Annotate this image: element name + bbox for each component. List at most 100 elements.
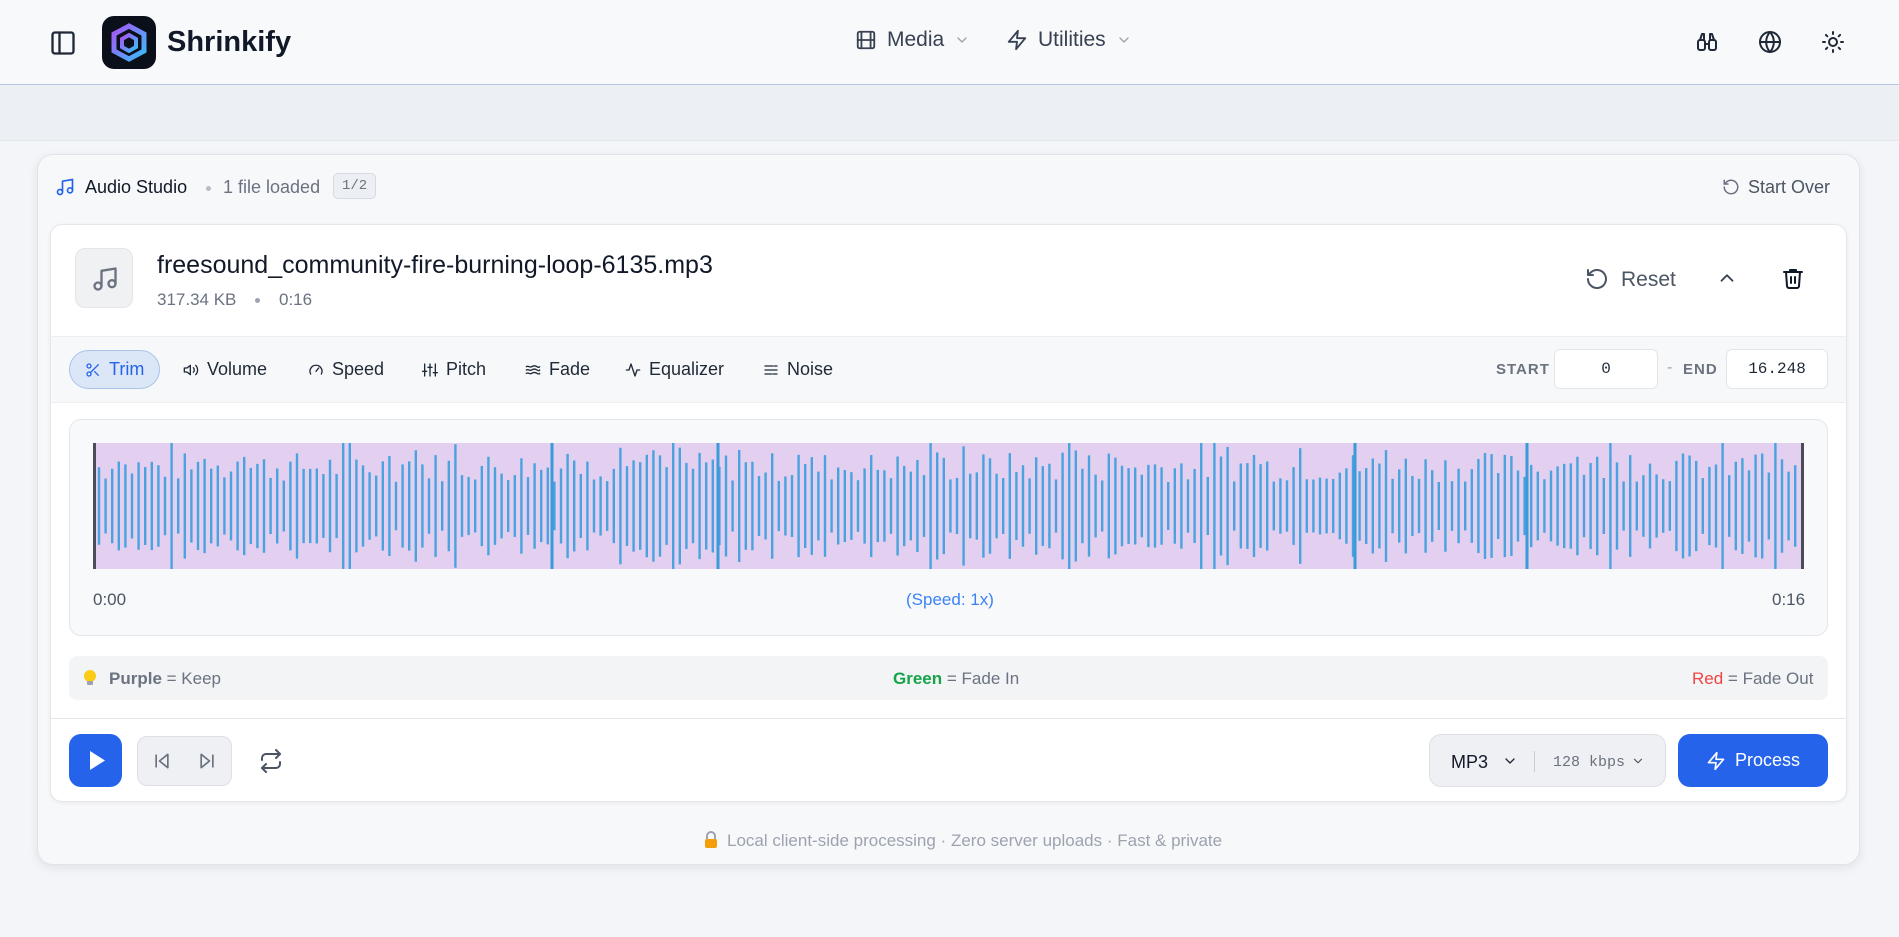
tab-strip	[51, 336, 1846, 403]
tab-icon	[625, 362, 641, 377]
icon-part	[158, 753, 169, 769]
play-icon	[90, 751, 105, 770]
sidebar-toggle[interactable]	[49, 29, 77, 57]
icon-part	[1587, 269, 1594, 276]
language-button[interactable]	[1758, 30, 1782, 54]
icon-part	[1007, 29, 1027, 51]
tab-label: Speed	[332, 359, 385, 379]
icon-part	[200, 753, 211, 769]
tab-volume[interactable]: Volume	[168, 350, 282, 389]
icon-part	[1723, 179, 1729, 185]
icon-part	[89, 363, 99, 373]
icon-part	[1707, 751, 1725, 770]
trim-handle-start	[93, 443, 96, 569]
icon-part	[1765, 31, 1775, 53]
next-button[interactable]	[197, 751, 217, 771]
tab-icon	[422, 362, 438, 377]
legend-fade-in: Green = Fade In	[893, 669, 1019, 689]
bitrate-select[interactable]: 128 kbps	[1553, 754, 1625, 771]
waveform[interactable]	[93, 443, 1804, 569]
icon-part	[1720, 274, 1734, 282]
icon-part	[957, 37, 967, 43]
bulb-icon	[84, 670, 96, 685]
previous-button[interactable]	[152, 751, 172, 771]
icon-part	[261, 761, 281, 769]
tab-fade[interactable]: Fade	[510, 350, 605, 389]
restart-icon	[1723, 179, 1739, 195]
end-value: 16.248	[1748, 360, 1806, 378]
tab-icon	[183, 364, 199, 375]
nav-media[interactable]: Media	[855, 28, 970, 52]
icon-part	[51, 31, 75, 55]
tab-label: Trim	[109, 359, 145, 379]
tab-icon	[86, 362, 99, 377]
film-icon	[856, 30, 876, 50]
delete-button[interactable]	[1781, 266, 1805, 290]
tab-equalizer[interactable]: Equalizer	[610, 350, 739, 389]
loop-button[interactable]	[259, 749, 283, 773]
legend-word: Red	[1692, 669, 1724, 688]
icon-part	[1828, 37, 1838, 47]
bolt-icon	[1707, 751, 1725, 770]
icon-part	[94, 370, 99, 376]
icon-part	[1119, 37, 1129, 43]
reset-button[interactable]: Reset	[1621, 268, 1676, 291]
icon-part	[86, 362, 92, 369]
tab-trim[interactable]: Trim	[69, 350, 161, 389]
trim-handle-end	[1801, 443, 1804, 569]
icon-part	[705, 839, 717, 848]
tab-label: Volume	[207, 359, 268, 379]
icon-part	[525, 364, 541, 375]
nav-utilities[interactable]: Utilities	[1006, 28, 1132, 52]
icon-part	[86, 370, 92, 377]
nav-label: Utilities	[1038, 28, 1106, 51]
icon-part	[192, 364, 199, 375]
icon-part	[1505, 758, 1515, 764]
icon-part	[1723, 179, 1739, 195]
start-over[interactable]: Start Over	[1748, 177, 1831, 197]
dot	[255, 298, 260, 303]
tab-speed[interactable]: Speed	[293, 350, 399, 389]
collapse-button[interactable]	[1716, 267, 1738, 289]
end-label: END	[1683, 361, 1718, 378]
lock-icon	[705, 831, 717, 848]
legend-keep: Purple = Keep	[109, 669, 221, 689]
legend-word: Green	[893, 669, 943, 688]
icon-part	[183, 364, 191, 375]
logo-mark	[111, 23, 147, 62]
play-button[interactable]	[69, 734, 122, 787]
legend-text: = Fade In	[946, 669, 1020, 688]
legend-bar	[69, 656, 1828, 700]
logo	[102, 16, 156, 69]
icon-part	[111, 23, 147, 62]
icon-part	[1785, 269, 1801, 289]
file-size: 317.34 KB	[157, 290, 237, 309]
brand[interactable]: Shrinkify	[167, 26, 292, 58]
divider	[51, 718, 1846, 719]
icon-part	[1708, 39, 1717, 51]
icon-part	[764, 364, 778, 375]
music-icon	[93, 267, 117, 291]
start-label: START	[1496, 361, 1550, 378]
binoculars-button[interactable]	[1695, 30, 1719, 54]
top-bar: Shrinkify Media Utilities	[0, 0, 1899, 85]
end-input[interactable]: 16.248	[1726, 349, 1828, 389]
process-button[interactable]: Process	[1678, 734, 1828, 787]
tab-label: Pitch	[446, 359, 487, 379]
file-icon	[75, 248, 133, 308]
chevron	[1505, 758, 1515, 764]
tab-noise[interactable]: Noise	[748, 350, 848, 389]
icon-part	[93, 281, 103, 291]
icon-part	[1633, 758, 1643, 764]
legend-fade-out: Red = Fade Out	[1692, 669, 1813, 689]
output-settings: MP3 128 kbps	[1429, 734, 1666, 787]
icon-part	[1587, 269, 1607, 289]
start-input[interactable]: 0	[1554, 349, 1658, 389]
format-select[interactable]: MP3	[1451, 752, 1489, 772]
tab-label: Fade	[549, 359, 591, 379]
icon-part	[90, 751, 105, 770]
dot	[206, 186, 211, 191]
theme-button[interactable]	[1821, 30, 1845, 54]
tab-pitch[interactable]: Pitch	[407, 350, 501, 389]
